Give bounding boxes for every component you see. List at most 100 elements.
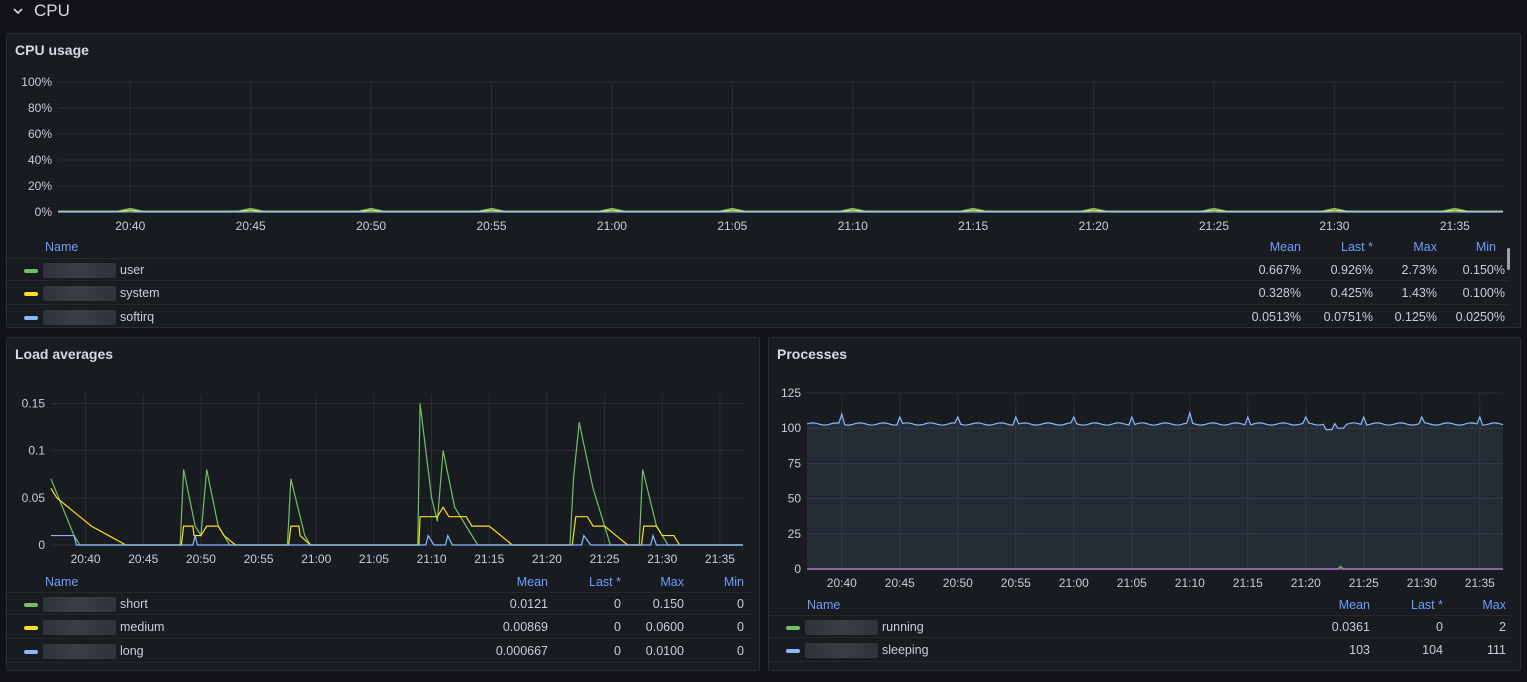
legend-row-system[interactable]: system 0.328% 0.425% 1.43% 0.100% (7, 282, 1509, 305)
series-min: 0 (737, 620, 744, 634)
series-mean: 0.0513% (1251, 310, 1301, 324)
series-max: 0.125% (1394, 310, 1437, 324)
y-tick-label: 125 (781, 386, 801, 400)
y-tick-label: 0.15 (22, 396, 46, 410)
x-tick-label: 21:35 (1440, 219, 1470, 233)
panel-title[interactable]: Load averages (15, 346, 114, 362)
x-tick-label: 21:20 (532, 552, 562, 566)
y-tick-label: 20% (28, 179, 52, 193)
series-color-swatch (786, 649, 800, 653)
legend-header-max[interactable]: Max (1482, 598, 1506, 612)
series-name: softirq (120, 310, 155, 324)
series-name: medium (120, 620, 165, 634)
redacted-host-label (43, 644, 116, 659)
legend-header-last[interactable]: Last * (589, 575, 621, 589)
series-mean: 0.00869 (502, 620, 548, 634)
x-tick-label: 20:55 (476, 219, 506, 233)
legend-header-min[interactable]: Min (723, 575, 744, 589)
load-averages-chart[interactable]: 0 0.05 0.1 0.15 20:40 20:45 20:50 20:55 21:00 21:… (7, 338, 760, 574)
legend-row-medium[interactable]: medium 0.00869 0 0.0600 0 (7, 616, 753, 639)
series-last: 0 (614, 597, 621, 611)
legend-header: Name Mean Last * Max Min (7, 571, 759, 591)
x-tick-label: 21:25 (1199, 219, 1229, 233)
x-tick-label: 21:15 (958, 219, 988, 233)
x-tick-label: 21:05 (1117, 576, 1147, 590)
y-tick-label: 40% (28, 153, 52, 167)
x-tick-label: 20:50 (356, 219, 386, 233)
x-tick-label: 21:00 (597, 219, 627, 233)
legend-header-mean[interactable]: Mean (1338, 598, 1370, 612)
x-tick-label: 21:20 (1291, 576, 1321, 590)
series-max: 111 (1486, 643, 1506, 657)
legend-header-last[interactable]: Last * (1411, 598, 1443, 612)
row-title: CPU (34, 1, 70, 20)
legend-header-mean[interactable]: Mean (516, 575, 548, 589)
x-tick-label: 21:30 (1407, 576, 1437, 590)
legend-header: Name Mean Last * Max (769, 594, 1520, 614)
x-tick-label: 21:30 (1319, 219, 1349, 233)
series-line-short (50, 403, 743, 546)
panel-title[interactable]: CPU usage (15, 42, 89, 58)
y-tick-label: 60% (28, 127, 52, 141)
series-last: 0.425% (1330, 286, 1373, 300)
series-max: 1.43% (1401, 286, 1437, 300)
legend-row-short[interactable]: short 0.0121 0 0.150 0 (7, 592, 753, 615)
series-mean: 0.000667 (495, 644, 548, 658)
processes-panel: Processes 0 25 50 75 100 125 20:40 20:45 20:50 20… (768, 337, 1521, 671)
y-tick-label: 0.1 (28, 444, 45, 458)
legend-row-softirq[interactable]: softirq 0.0513% 0.0751% 0.125% 0.0250% (7, 306, 1509, 327)
y-tick-label: 100 (781, 421, 801, 435)
x-tick-label: 20:40 (71, 552, 101, 566)
series-name: running (882, 620, 924, 634)
legend-row-user[interactable]: user 0.667% 0.926% 2.73% 0.150% (7, 258, 1509, 281)
load-legend: Name Mean Last * Max Min short 0.0121 0 … (7, 571, 759, 670)
legend-header-name[interactable]: Name (807, 598, 841, 612)
x-tick-label: 21:00 (301, 552, 331, 566)
series-min: 0 (737, 597, 744, 611)
row-header-cpu[interactable]: CPU (0, 0, 1527, 24)
legend-header-name[interactable]: Name (45, 240, 79, 254)
x-tick-label: 21:30 (647, 552, 677, 566)
x-tick-label: 20:45 (236, 219, 266, 233)
cpu-usage-chart[interactable]: 0% 20% 40% 60% 80% 100% 20:40 20:45 20:50 20:55 21… (7, 34, 1521, 234)
series-line-medium (50, 488, 743, 546)
legend-header-max[interactable]: Max (660, 575, 684, 589)
series-max: 0.0100 (645, 644, 684, 658)
x-tick-label: 20:50 (186, 552, 216, 566)
series-last: 0 (614, 644, 621, 658)
series-color-swatch (24, 603, 38, 607)
series-max: 0.0600 (645, 620, 684, 634)
legend-header-name[interactable]: Name (45, 575, 79, 589)
panel-title[interactable]: Processes (777, 346, 848, 362)
series-name: sleeping (882, 643, 929, 657)
x-tick-label: 21:15 (1233, 576, 1263, 590)
legend-header-last[interactable]: Last * (1341, 240, 1373, 254)
legend-row-sleeping[interactable]: sleeping 103 104 111 (769, 639, 1513, 662)
redacted-host-label (43, 286, 116, 301)
series-color-swatch (24, 269, 38, 273)
legend-header-mean[interactable]: Mean (1269, 240, 1301, 254)
x-tick-label: 20:55 (244, 552, 274, 566)
legend-header-max[interactable]: Max (1413, 240, 1437, 254)
x-tick-label: 21:05 (359, 552, 389, 566)
x-tick-label: 20:40 (115, 219, 145, 233)
y-tick-label: 75 (788, 456, 802, 470)
x-tick-label: 21:10 (838, 219, 868, 233)
y-tick-label: 0.05 (22, 491, 46, 505)
load-averages-panel: Load averages 0 0.05 0.1 0.15 20:40 20:45 20:5… (6, 337, 760, 671)
series-area-sleeping (807, 412, 1503, 569)
legend-row-running[interactable]: running 0.0361 0 2 (769, 615, 1513, 638)
series-last: 0 (614, 620, 621, 634)
legend-row-long[interactable]: long 0.000667 0 0.0100 0 (7, 640, 753, 663)
series-last: 0.0751% (1323, 310, 1373, 324)
legend-header-min[interactable]: Min (1475, 240, 1496, 254)
cpu-usage-panel: CPU usage 0% 20% 40% 60% 80% 100% 20:40 20:45 20… (6, 33, 1521, 328)
redacted-host-label (43, 263, 116, 278)
y-tick-label: 0% (35, 205, 53, 219)
series-name: short (120, 597, 148, 611)
legend-scrollbar[interactable] (1507, 248, 1510, 270)
x-tick-label: 21:00 (1059, 576, 1089, 590)
processes-chart[interactable]: 0 25 50 75 100 125 20:40 20:45 20:50 20:55 21:00 21… (769, 338, 1521, 598)
chevron-down-icon[interactable] (11, 4, 25, 18)
x-tick-label: 21:35 (705, 552, 735, 566)
